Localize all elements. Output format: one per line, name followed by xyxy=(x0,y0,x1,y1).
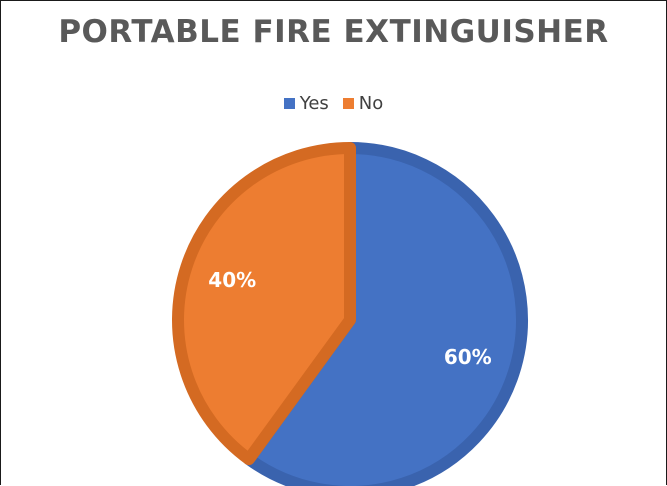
legend-label-yes: Yes xyxy=(299,93,329,114)
chart-title: PORTABLE FIRE EXTINGUISHER xyxy=(58,14,609,50)
pie-slices xyxy=(172,142,528,486)
pie-slice-no xyxy=(172,142,356,466)
pie-label-no: 40% xyxy=(208,268,256,292)
pie-slice-yes xyxy=(242,142,528,486)
legend-item-no: No xyxy=(342,93,384,114)
chart-legend: Yes No xyxy=(0,93,667,114)
pie-label-yes: 60% xyxy=(444,345,492,369)
legend-label-no: No xyxy=(358,93,384,114)
legend-swatch-no xyxy=(342,98,354,109)
legend-item-yes: Yes xyxy=(283,93,329,114)
pie-labels: 60% 40% xyxy=(208,268,491,369)
legend-swatch-yes xyxy=(283,98,295,109)
